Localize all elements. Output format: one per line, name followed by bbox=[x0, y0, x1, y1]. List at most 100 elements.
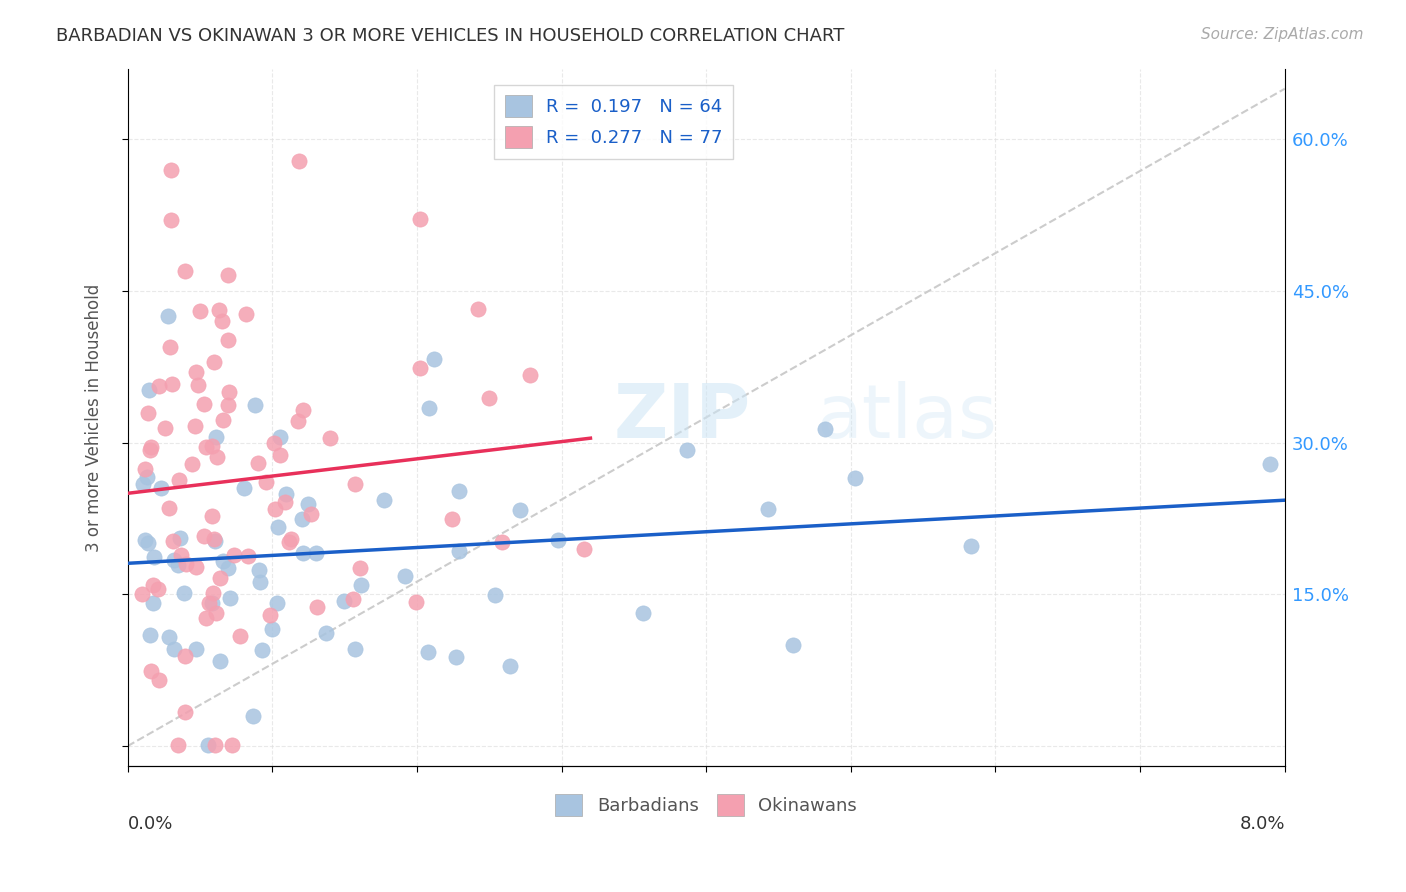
Point bbox=[631, 606, 654, 620]
Point bbox=[315, 625, 337, 640]
Point bbox=[222, 548, 245, 562]
Point bbox=[138, 384, 160, 398]
Point bbox=[305, 545, 328, 559]
Point bbox=[254, 475, 277, 490]
Point bbox=[394, 569, 416, 583]
Text: atlas: atlas bbox=[815, 381, 997, 454]
Point bbox=[423, 352, 446, 367]
Point bbox=[162, 641, 184, 656]
Point bbox=[267, 520, 290, 534]
Point bbox=[170, 548, 193, 562]
Point bbox=[262, 622, 284, 636]
Point bbox=[135, 469, 157, 483]
Point bbox=[229, 629, 252, 643]
Point bbox=[218, 385, 240, 400]
Point bbox=[197, 738, 219, 752]
Point bbox=[184, 560, 207, 574]
Point bbox=[307, 599, 329, 614]
Point bbox=[131, 476, 153, 491]
Point bbox=[333, 593, 356, 607]
Point bbox=[217, 398, 239, 412]
Point bbox=[249, 574, 271, 589]
Point bbox=[209, 571, 232, 585]
Point bbox=[813, 422, 835, 436]
Point bbox=[844, 471, 866, 485]
Point bbox=[211, 413, 233, 427]
Point bbox=[208, 654, 231, 668]
Point bbox=[250, 642, 273, 657]
Point bbox=[491, 535, 513, 549]
Point bbox=[131, 587, 153, 601]
Point bbox=[217, 561, 239, 575]
Point bbox=[173, 585, 195, 599]
Point bbox=[150, 481, 173, 495]
Point bbox=[169, 473, 191, 487]
Point bbox=[162, 377, 184, 392]
Point bbox=[259, 607, 281, 622]
Point bbox=[409, 361, 432, 376]
Point bbox=[509, 503, 531, 517]
Point bbox=[142, 578, 165, 592]
Point bbox=[169, 531, 191, 545]
Point bbox=[440, 512, 463, 526]
Point bbox=[349, 561, 371, 575]
Point bbox=[287, 414, 309, 428]
Point bbox=[266, 596, 288, 610]
Point bbox=[276, 487, 298, 501]
Point bbox=[193, 397, 215, 411]
Point bbox=[405, 595, 427, 609]
Point bbox=[148, 378, 170, 392]
Point bbox=[201, 596, 224, 610]
Point bbox=[134, 533, 156, 547]
Point bbox=[274, 495, 297, 509]
Point bbox=[159, 340, 181, 354]
Y-axis label: 3 or more Vehicles in Household: 3 or more Vehicles in Household bbox=[86, 284, 103, 551]
Point bbox=[344, 477, 367, 491]
Point bbox=[193, 528, 215, 542]
Point bbox=[204, 738, 226, 752]
Point bbox=[418, 645, 440, 659]
Point bbox=[195, 611, 218, 625]
Point bbox=[291, 511, 314, 525]
Point bbox=[217, 268, 239, 282]
Point bbox=[142, 596, 165, 610]
Point bbox=[467, 302, 489, 317]
Point bbox=[269, 430, 291, 444]
Point bbox=[134, 462, 156, 476]
Text: Source: ZipAtlas.com: Source: ZipAtlas.com bbox=[1201, 27, 1364, 42]
Point bbox=[959, 539, 981, 553]
Point bbox=[143, 549, 166, 564]
Point bbox=[247, 456, 270, 470]
Point bbox=[1258, 457, 1281, 471]
Text: 8.0%: 8.0% bbox=[1239, 815, 1285, 833]
Point bbox=[211, 554, 233, 568]
Point bbox=[174, 264, 197, 278]
Point bbox=[160, 162, 183, 177]
Point bbox=[162, 533, 184, 548]
Point bbox=[148, 582, 170, 597]
Text: BARBADIAN VS OKINAWAN 3 OR MORE VEHICLES IN HOUSEHOLD CORRELATION CHART: BARBADIAN VS OKINAWAN 3 OR MORE VEHICLES… bbox=[56, 27, 845, 45]
Point bbox=[447, 544, 470, 558]
Point bbox=[136, 535, 159, 549]
Point bbox=[235, 307, 257, 321]
Point bbox=[484, 588, 506, 602]
Point bbox=[187, 378, 209, 392]
Point bbox=[245, 398, 267, 412]
Point bbox=[202, 533, 225, 547]
Point bbox=[572, 541, 595, 556]
Point bbox=[198, 596, 221, 610]
Point bbox=[297, 497, 319, 511]
Point bbox=[219, 591, 242, 605]
Point bbox=[173, 649, 195, 664]
Point bbox=[139, 442, 162, 457]
Text: 0.0%: 0.0% bbox=[128, 815, 173, 833]
Point bbox=[221, 738, 243, 752]
Point bbox=[188, 304, 211, 318]
Point bbox=[343, 642, 366, 657]
Point bbox=[756, 501, 779, 516]
Point bbox=[157, 630, 180, 644]
Point bbox=[153, 421, 176, 435]
Point bbox=[478, 392, 501, 406]
Point bbox=[194, 441, 217, 455]
Point bbox=[319, 431, 342, 445]
